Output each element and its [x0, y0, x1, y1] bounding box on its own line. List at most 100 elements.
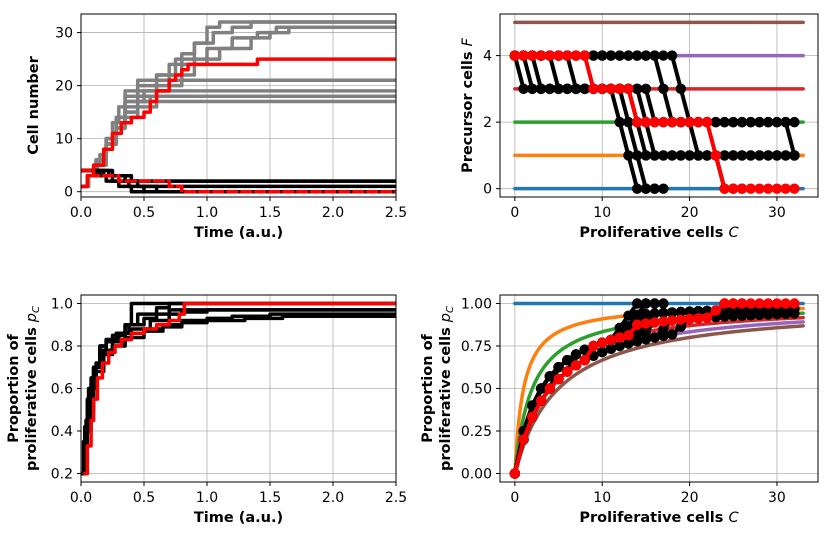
data-point	[640, 318, 652, 329]
data-point	[623, 50, 634, 61]
data-point	[701, 116, 713, 128]
data-point	[771, 298, 783, 309]
data-point	[588, 50, 599, 61]
data-point	[518, 83, 529, 95]
data-point	[579, 83, 590, 95]
data-point	[728, 183, 739, 194]
data-point	[597, 83, 608, 95]
data-point	[562, 83, 573, 95]
y-tick-label: 0.50	[461, 382, 492, 398]
data-point	[771, 183, 783, 194]
data-point	[623, 330, 634, 341]
y-tick-label: 0.8	[51, 339, 73, 355]
data-point	[631, 298, 643, 309]
series-line	[81, 168, 396, 194]
y-tick-label: 1.0	[51, 297, 73, 313]
data-point	[614, 322, 625, 333]
data-point	[745, 298, 756, 309]
data-point	[719, 116, 730, 128]
y-axis-label-line1: Proportion of	[420, 333, 436, 442]
y-axis-label-subscript: C	[445, 306, 456, 313]
data-point	[553, 362, 564, 373]
data-point	[771, 150, 783, 161]
data-point	[518, 50, 529, 61]
series-line	[512, 53, 797, 158]
data-point	[553, 50, 564, 61]
data-point	[754, 150, 765, 161]
data-point	[658, 116, 669, 128]
data-point	[771, 116, 783, 128]
y-axis-label-text: Precursor cells	[460, 46, 476, 173]
x-tick-label: 2.0	[322, 490, 344, 506]
data-point	[658, 307, 669, 319]
axes-frame	[499, 13, 819, 198]
y-axis-label-text: proliferative cells	[438, 322, 454, 471]
y-axis-label-variable: F	[460, 37, 476, 46]
plot-area	[509, 20, 805, 194]
panel-d: 0 10 20 30 0.00 0.25 0.50 0.75 1.00 Proliferative…	[420, 294, 819, 526]
y-axis-label-subscript: C	[31, 306, 42, 313]
data-point	[527, 50, 538, 61]
data-point	[710, 116, 721, 128]
data-point	[588, 83, 599, 95]
data-point	[562, 366, 573, 377]
data-point	[754, 116, 765, 128]
y-tick-label: 0.4	[51, 424, 73, 440]
data-point	[719, 298, 730, 309]
data-point	[719, 183, 730, 194]
series-line	[81, 94, 396, 189]
data-point	[509, 50, 521, 61]
data-point	[631, 183, 643, 194]
axes-frame	[80, 13, 397, 198]
data-point	[701, 312, 713, 323]
x-axis-label-variable: C	[728, 225, 739, 241]
data-point	[693, 116, 704, 128]
data-point	[631, 150, 643, 161]
data-point	[605, 343, 617, 355]
data-point	[658, 330, 669, 342]
y-axis-label-variable: p	[438, 313, 454, 323]
y-axis-label-text: proliferative cells	[24, 322, 40, 471]
series-line	[512, 53, 797, 158]
y-tick-label: 0	[64, 185, 73, 201]
data-point	[780, 298, 791, 309]
y-tick-label: 30	[55, 26, 73, 42]
x-tick-label: 0.0	[70, 205, 92, 221]
x-tick-label: 30	[768, 205, 786, 221]
data-point	[684, 116, 695, 128]
x-tick-label: 1.5	[259, 205, 281, 221]
x-tick-label: 10	[593, 490, 611, 506]
data-point	[631, 83, 643, 95]
data-point	[553, 373, 564, 385]
data-point	[640, 150, 652, 161]
data-point	[605, 50, 617, 61]
data-point	[693, 150, 704, 161]
data-point	[684, 313, 695, 325]
data-point	[666, 307, 678, 318]
data-point	[745, 116, 756, 128]
data-point	[789, 298, 800, 309]
data-point	[509, 468, 521, 479]
data-point	[649, 308, 660, 319]
data-point	[780, 116, 791, 128]
data-point	[736, 150, 748, 161]
panel-a: 0.0 0.5 1.0 1.5 2.0 2.5 0 10 20 30 Time (a.u.) Cell…	[26, 13, 407, 241]
data-point	[763, 150, 774, 161]
data-point	[605, 334, 617, 346]
plot-area	[509, 298, 805, 479]
x-tick-label: 0.0	[70, 490, 92, 506]
data-point	[614, 83, 625, 95]
data-point	[588, 340, 599, 352]
x-axis-label: Proliferative cells C	[579, 510, 739, 526]
y-tick-label: 0.75	[461, 339, 492, 355]
data-point	[570, 349, 582, 360]
x-tick-label: 0.5	[133, 490, 155, 506]
data-point	[649, 298, 660, 309]
data-point	[631, 336, 643, 347]
data-point	[736, 298, 748, 309]
data-point	[745, 183, 756, 194]
data-point	[562, 50, 573, 61]
y-tick-label: 4	[483, 49, 492, 65]
data-point	[789, 183, 800, 194]
x-tick-label: 20	[681, 205, 699, 221]
